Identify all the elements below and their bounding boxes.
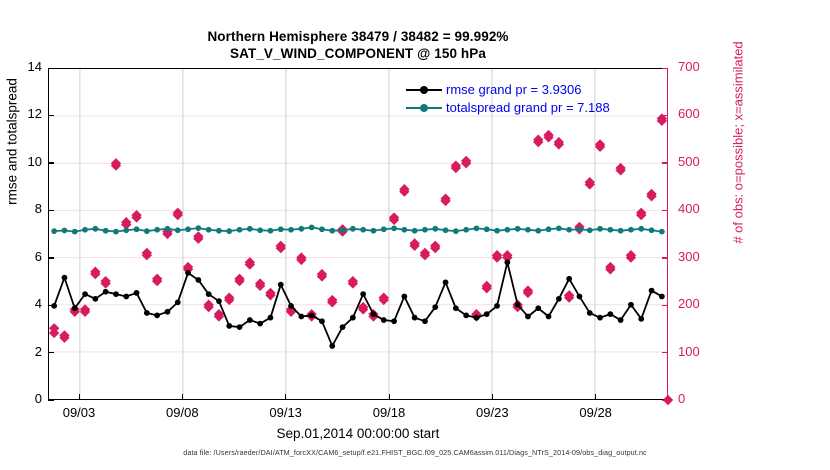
- x-tickmark-09-08: [181, 394, 184, 400]
- x-tick-09-03: 09/03: [62, 405, 96, 420]
- y-tick-right-100: 100: [678, 343, 700, 359]
- y-axis-right-label: # of obs: o=possible; x=assimilated: [730, 41, 746, 244]
- legend-swatch-totalspread: [406, 101, 442, 115]
- y-tickmark-right-100: [662, 352, 668, 354]
- legend-label-rmse: rmse grand pr = 3.9306: [446, 82, 582, 97]
- x-axis-label: Sep.01,2014 00:00:00 start: [276, 426, 440, 441]
- x-tickmark-09-18: [388, 394, 390, 400]
- x-tickmark-09-28: [595, 394, 597, 400]
- y-tick-right-400: 400: [678, 201, 700, 217]
- y-tickmark-right-700: [662, 67, 668, 69]
- y-tick-right-500: 500: [678, 153, 700, 169]
- y-tick-left-4: 4: [34, 296, 42, 312]
- y-tick-left-2: 2: [34, 343, 42, 359]
- totalspread-series: [51, 224, 665, 235]
- y-tickmark-left-2: [48, 352, 54, 354]
- plot-area: [48, 68, 668, 400]
- y-tickmark-right-200: [662, 304, 668, 306]
- y-tickmark-left-10: [48, 162, 54, 164]
- y-tick-right-200: 200: [678, 296, 700, 312]
- y-tickmark-left-14: [48, 67, 54, 69]
- y-tick-left-6: 6: [34, 248, 42, 264]
- obs-origin-marker: [662, 394, 674, 406]
- rmse-series: [51, 259, 665, 349]
- x-tick-09-13: 09/13: [269, 405, 302, 420]
- legend-item-totalspread[interactable]: totalspread grand pr = 7.188: [406, 99, 610, 117]
- x-tick-09-23: 09/23: [476, 405, 509, 420]
- y-tickmark-left-4: [48, 304, 54, 306]
- y-tickmark-right-300: [662, 257, 668, 259]
- data-layer: [48, 113, 668, 349]
- plot-title: Northern Hemisphere 38479 / 38482 = 99.9…: [48, 28, 668, 62]
- y-tickmark-right-500: [662, 162, 668, 164]
- plot-title-line-1: Northern Hemisphere 38479 / 38482 = 99.9…: [207, 29, 509, 44]
- x-tickmark-09-13: [285, 394, 287, 400]
- plot-title-line-2: SAT_V_WIND_COMPONENT @ 150 hPa: [230, 46, 486, 61]
- legend-label-totalspread: totalspread grand pr = 7.188: [446, 100, 610, 115]
- legend-item-rmse[interactable]: rmse grand pr = 3.9306: [406, 81, 610, 99]
- y-tickmark-left-12: [48, 114, 54, 117]
- y-tickmark-left-8: [48, 209, 54, 212]
- y-axis-left-label: rmse and totalspread: [4, 78, 20, 205]
- grid-layer: [49, 69, 667, 399]
- y-tick-left-12: 12: [27, 106, 42, 122]
- y-tickmark-left-6: [48, 257, 54, 259]
- x-tickmark-09-03: [78, 394, 80, 400]
- x-tick-09-18: 09/18: [372, 405, 406, 420]
- y-tick-right-300: 300: [678, 248, 700, 264]
- legend-swatch-rmse: [406, 83, 442, 97]
- y-tick-right-0: 0: [678, 391, 686, 406]
- y-tick-left-14: 14: [27, 59, 42, 74]
- y-tick-left-10: 10: [27, 153, 42, 169]
- y-tick-right-700: 700: [678, 59, 700, 74]
- x-tick-09-08: 09/08: [166, 405, 199, 420]
- x-tickmark-09-23: [491, 394, 494, 400]
- legend[interactable]: rmse grand pr = 3.9306 totalspread grand…: [402, 80, 614, 119]
- y-tick-right-600: 600: [678, 106, 700, 122]
- y-tickmark-right-600: [662, 114, 668, 117]
- y-tickmark-left-0: [48, 399, 54, 401]
- x-tick-09-28: 09/28: [579, 405, 612, 420]
- y-tickmark-right-400: [662, 209, 668, 212]
- y-tick-left-0: 0: [34, 391, 42, 406]
- y-tick-left-8: 8: [34, 201, 42, 217]
- data-file-path: data file: /Users/raeder/DAI/ATM_forcXX/…: [183, 448, 647, 457]
